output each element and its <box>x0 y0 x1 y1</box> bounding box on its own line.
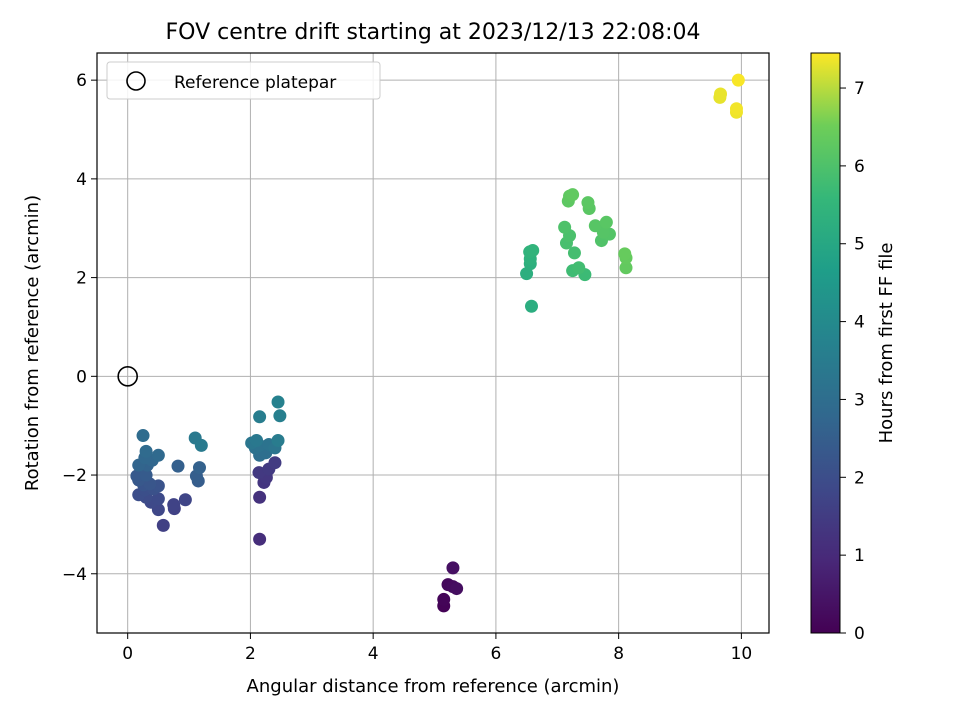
colorbar-tick-label: 7 <box>854 79 865 99</box>
data-point <box>253 410 267 424</box>
colorbar-tick-label: 3 <box>854 390 865 410</box>
data-point <box>268 456 282 470</box>
colorbar-tick-label: 1 <box>854 546 865 566</box>
data-point <box>273 409 287 423</box>
data-point <box>618 247 632 261</box>
plot-background <box>97 53 769 633</box>
data-point <box>139 468 153 482</box>
data-point <box>250 433 264 447</box>
data-point <box>437 592 451 606</box>
reference-marker-group <box>117 366 138 387</box>
data-point <box>252 466 266 480</box>
data-point <box>566 188 580 202</box>
colorbar-ticks: 0 1 2 3 4 5 6 7 <box>840 79 865 644</box>
colorbar-label: Hours from first FF file <box>876 243 897 444</box>
data-point <box>171 459 185 473</box>
colorbar: 0 1 2 3 4 5 6 7 Hours from first FF file <box>810 52 897 644</box>
data-point <box>156 518 170 532</box>
data-point <box>599 215 613 229</box>
data-point <box>194 438 208 452</box>
data-point <box>581 196 595 210</box>
data-point <box>729 102 743 116</box>
data-point <box>178 493 192 507</box>
data-point <box>450 582 464 596</box>
x-tick-label: 0 <box>122 644 133 664</box>
colorbar-tick-label: 0 <box>854 624 865 644</box>
plot-area <box>97 53 769 633</box>
y-tick-label: 0 <box>76 367 87 387</box>
data-point <box>151 492 165 506</box>
data-point <box>253 490 267 504</box>
x-tick-label: 4 <box>368 644 379 664</box>
data-point <box>731 73 745 87</box>
legend-marker-reference <box>126 71 146 91</box>
y-axis-ticks: −4 −2 0 2 4 6 <box>62 71 97 585</box>
data-point <box>446 561 460 575</box>
data-point <box>520 267 534 281</box>
legend: Reference platepar <box>106 61 381 100</box>
y-tick-label: 2 <box>76 269 87 289</box>
x-tick-label: 8 <box>613 644 624 664</box>
x-axis-label: Angular distance from reference (arcmin) <box>247 676 620 697</box>
legend-box <box>106 61 381 100</box>
axes-frame <box>96 52 770 634</box>
data-point <box>167 498 181 512</box>
y-axis-label: Rotation from reference (arcmin) <box>22 195 43 491</box>
legend-entry-reference: Reference platepar <box>174 73 336 93</box>
x-axis-ticks: 0 2 4 6 8 10 <box>122 633 752 664</box>
x-tick-label: 10 <box>731 644 753 664</box>
data-point <box>136 429 150 443</box>
data-point <box>271 395 285 409</box>
chart-title: FOV centre drift starting at 2023/12/13 … <box>166 20 701 45</box>
data-point <box>526 243 540 257</box>
x-tick-label: 2 <box>245 644 256 664</box>
colorbar-tick-label: 6 <box>854 157 865 177</box>
y-tick-label: −2 <box>62 466 87 486</box>
y-tick-label: 6 <box>76 71 87 91</box>
colorbar-tick-label: 2 <box>854 468 865 488</box>
colorbar-gradient <box>810 52 841 634</box>
y-tick-label: 4 <box>76 170 87 190</box>
colorbar-tick-label: 5 <box>854 235 865 255</box>
data-point <box>588 219 602 233</box>
data-point <box>558 220 572 234</box>
data-points <box>130 73 745 613</box>
data-point <box>567 246 581 260</box>
data-point <box>524 299 538 313</box>
plot-frame <box>96 52 770 634</box>
x-tick-label: 6 <box>490 644 501 664</box>
data-point <box>192 461 206 475</box>
data-point <box>619 261 633 275</box>
data-point <box>714 87 728 101</box>
reference-platepar-marker <box>117 366 138 387</box>
data-point <box>139 444 153 458</box>
data-point <box>151 448 165 462</box>
colorbar-tick-label: 4 <box>854 313 865 333</box>
data-point <box>271 433 285 447</box>
data-point <box>253 532 267 546</box>
y-tick-label: −4 <box>62 565 87 585</box>
data-point <box>572 261 586 275</box>
